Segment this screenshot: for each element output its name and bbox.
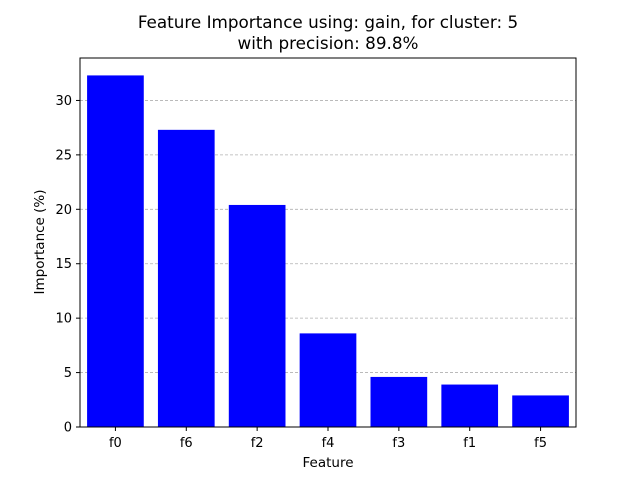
- x-tick-label: f0: [109, 436, 122, 451]
- chart-title-line-1: Feature Importance using: gain, for clus…: [138, 12, 518, 32]
- x-axis-label: Feature: [302, 455, 353, 471]
- chart-title-line-2: with precision: 89.8%: [238, 33, 419, 53]
- y-tick-label: 20: [55, 203, 72, 218]
- x-tick-label: f6: [180, 436, 193, 451]
- y-tick-label: 25: [55, 148, 72, 163]
- bar-f3: [370, 376, 428, 427]
- x-tick-label: f4: [322, 436, 335, 451]
- bar-f6: [157, 129, 215, 428]
- y-tick-label: 5: [64, 366, 72, 381]
- grid-lines: [80, 100, 576, 373]
- bar-f0: [87, 75, 144, 428]
- x-tick-label: f5: [534, 436, 547, 451]
- x-tick-label: f2: [251, 436, 264, 451]
- bar-f5: [512, 395, 569, 427]
- bars: [87, 75, 569, 428]
- bar-f1: [441, 384, 499, 427]
- y-axis-label: Importance (%): [32, 189, 48, 294]
- y-tick-label: 15: [55, 257, 72, 272]
- y-tick-label: 0: [64, 421, 72, 436]
- bar-f4: [299, 333, 357, 427]
- y-tick-label: 10: [55, 312, 72, 327]
- x-tick-label: f3: [392, 436, 405, 451]
- bar-f2: [228, 204, 286, 427]
- y-tick-label: 30: [55, 94, 72, 109]
- x-tick-label: f1: [463, 436, 476, 451]
- axes: 0 5 10 15 20 25 30 f0 f6 f2 f4 f3 f1 f5: [55, 57, 577, 451]
